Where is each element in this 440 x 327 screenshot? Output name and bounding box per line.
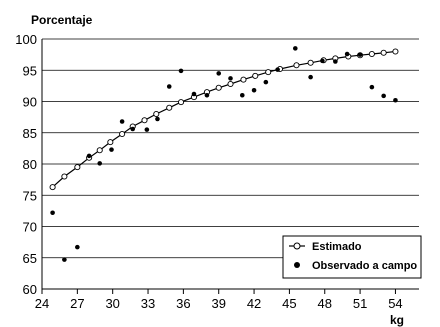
legend-box bbox=[282, 235, 422, 279]
y-tick-label-90: 90 bbox=[23, 95, 37, 110]
estimado-point bbox=[74, 164, 81, 171]
y-tick-label-75: 75 bbox=[23, 188, 37, 203]
estimado-point bbox=[107, 139, 114, 146]
observado-point bbox=[130, 126, 136, 132]
estimado-point bbox=[293, 62, 300, 69]
observado-point bbox=[216, 71, 222, 76]
observado-point bbox=[381, 93, 386, 99]
y-tick-label-70: 70 bbox=[23, 220, 37, 235]
observado-point bbox=[50, 210, 55, 216]
y-tick-label-100: 100 bbox=[15, 32, 37, 47]
estimado-point bbox=[119, 130, 126, 138]
legend-estimado-marker bbox=[293, 242, 301, 250]
series-estimado-line bbox=[52, 50, 396, 188]
estimado-point bbox=[265, 69, 272, 76]
y-tick-label-65: 65 bbox=[23, 251, 37, 266]
estimado-point bbox=[96, 147, 103, 154]
observado-point bbox=[263, 79, 269, 85]
x-tick-label-48: 48 bbox=[318, 296, 332, 311]
observado-point bbox=[86, 153, 92, 159]
observado-point bbox=[62, 257, 67, 262]
estimado-point bbox=[49, 184, 56, 191]
observado-point bbox=[155, 116, 160, 122]
observado-point bbox=[333, 59, 338, 64]
observado-point bbox=[166, 84, 172, 89]
x-tick-label-42: 42 bbox=[247, 296, 261, 311]
x-tick-label-27: 27 bbox=[70, 296, 84, 311]
x-tick-label-39: 39 bbox=[211, 296, 225, 311]
observado-point bbox=[369, 84, 375, 90]
axes bbox=[41, 39, 419, 294]
observado-point bbox=[144, 127, 150, 132]
estimado-point bbox=[240, 76, 247, 83]
observado-point bbox=[75, 244, 80, 250]
observado-point bbox=[239, 92, 245, 98]
y-tick-label-80: 80 bbox=[23, 157, 37, 172]
x-tick-labels: 24 27 30 33 36 39 42 45 48 51 54 bbox=[35, 296, 403, 311]
x-tick-label-24: 24 bbox=[35, 296, 49, 311]
estimado-point bbox=[153, 110, 160, 118]
observado-point bbox=[251, 87, 257, 93]
observado-point bbox=[320, 58, 325, 64]
y-tick-label-85: 85 bbox=[23, 126, 37, 141]
y-tick-label-60: 60 bbox=[23, 282, 37, 297]
x-tick-label-30: 30 bbox=[105, 296, 119, 311]
estimado-point bbox=[166, 104, 173, 111]
observado-point bbox=[97, 161, 103, 166]
legend-observado-label: Observado a campo bbox=[312, 260, 417, 272]
estimado-point bbox=[380, 49, 387, 56]
x-tick-label-45: 45 bbox=[282, 296, 296, 311]
observado-point bbox=[191, 91, 197, 97]
estimado-point bbox=[392, 48, 399, 55]
observado-point bbox=[119, 119, 125, 124]
observado-point bbox=[344, 51, 350, 57]
chart-title: Porcentaje bbox=[31, 13, 93, 27]
observado-point bbox=[204, 92, 210, 98]
x-tick-label-36: 36 bbox=[176, 296, 190, 311]
x-tick-label-54: 54 bbox=[388, 296, 402, 311]
legend-estimado-label: Estimado bbox=[312, 241, 362, 253]
x-tick-label-51: 51 bbox=[353, 296, 367, 311]
grid-lines bbox=[42, 38, 419, 259]
legend: Estimado Observado a campo bbox=[282, 235, 422, 279]
observado-point bbox=[275, 67, 280, 72]
x-tick-label-33: 33 bbox=[141, 296, 155, 311]
estimado-point bbox=[141, 117, 148, 124]
series bbox=[49, 46, 399, 262]
observado-point bbox=[357, 52, 363, 57]
observado-point bbox=[228, 76, 233, 81]
legend-observado-marker bbox=[294, 262, 300, 268]
estimado-point bbox=[61, 173, 68, 180]
observado-point bbox=[178, 68, 184, 74]
estimado-point bbox=[215, 84, 222, 91]
y-tick-labels: 60 65 70 75 80 85 90 95 100 bbox=[15, 32, 37, 297]
observado-point bbox=[308, 74, 313, 80]
observado-point bbox=[109, 147, 114, 152]
observado-point bbox=[393, 97, 398, 103]
estimado-point bbox=[307, 59, 314, 66]
observado-point bbox=[292, 46, 298, 51]
estimado-point bbox=[368, 50, 375, 58]
x-axis-label: kg bbox=[390, 313, 404, 327]
estimado-point bbox=[252, 72, 259, 79]
estimado-point bbox=[227, 80, 234, 88]
y-tick-label-95: 95 bbox=[23, 63, 37, 78]
estimado-point bbox=[177, 99, 185, 106]
